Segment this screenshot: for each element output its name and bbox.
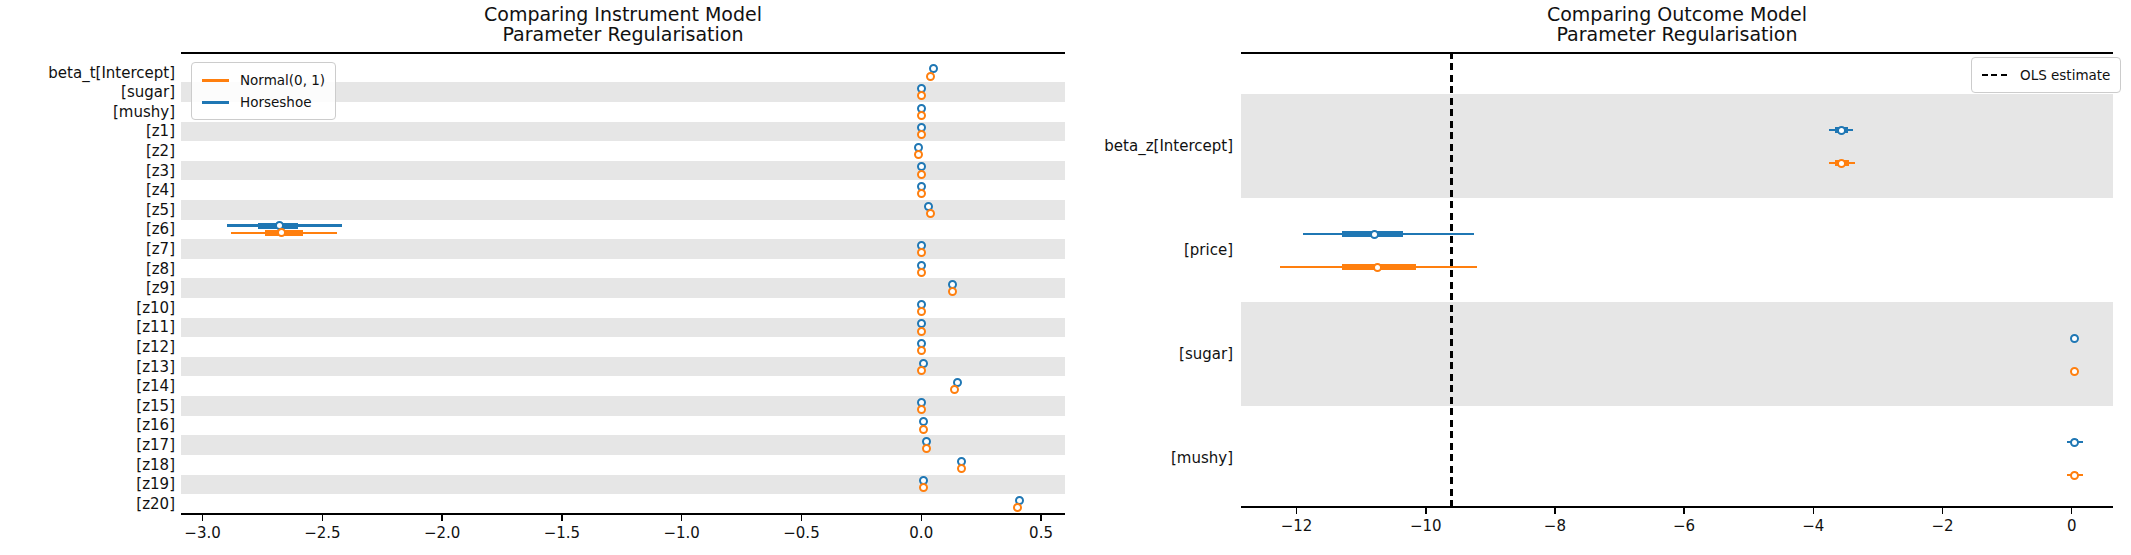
x-tick-label: −6 <box>1673 517 1695 535</box>
mean-marker <box>917 366 926 375</box>
y-tick-label: [z3] <box>0 162 175 180</box>
x-tick-label: −0.5 <box>783 524 819 542</box>
x-tick-label: −2.0 <box>424 524 460 542</box>
x-tick-mark <box>1040 515 1042 521</box>
legend-label: Normal(0, 1) <box>240 72 325 88</box>
y-tick-label: [mushy] <box>0 103 175 121</box>
x-tick-mark <box>322 515 324 521</box>
y-tick-label: [sugar] <box>0 83 175 101</box>
y-tick-label: [z14] <box>0 377 175 395</box>
horseshoe-line-swatch-icon <box>202 101 229 104</box>
legend-item-normal: Normal(0, 1) <box>202 69 325 91</box>
x-tick-mark <box>441 515 443 521</box>
outcome-panel-title: Comparing Outcome Model Parameter Regula… <box>1241 4 2113 44</box>
row-shade-band <box>1241 94 2113 198</box>
y-tick-label: beta_t[Intercept] <box>0 64 175 82</box>
y-tick-label: beta_z[Intercept] <box>0 137 1233 155</box>
x-tick-label: −12 <box>1281 517 1313 535</box>
x-tick-label: 0 <box>2067 517 2077 535</box>
instrument-legend: Normal(0, 1) Horseshoe <box>191 62 336 120</box>
y-tick-label: [z16] <box>0 416 175 434</box>
x-tick-mark <box>2071 508 2073 514</box>
row-shade-band <box>181 396 1065 416</box>
mean-marker <box>917 189 926 198</box>
title-line-1: Comparing Outcome Model <box>1241 4 2113 24</box>
row-shade-band <box>181 278 1065 298</box>
mean-marker <box>917 327 926 336</box>
x-tick-label: 0.0 <box>909 524 933 542</box>
x-tick-label: −2.5 <box>304 524 340 542</box>
ols-legend: OLS estimate <box>1971 57 2121 93</box>
mean-marker <box>2070 438 2079 447</box>
y-tick-label: [z11] <box>0 318 175 336</box>
x-axis <box>1241 506 2113 508</box>
y-tick-label: [price] <box>0 241 1233 259</box>
mean-marker <box>2070 334 2079 343</box>
mean-marker <box>1837 126 1846 135</box>
x-tick-label: −8 <box>1544 517 1566 535</box>
row-shade-band <box>181 318 1065 338</box>
mean-marker <box>1013 503 1022 512</box>
y-tick-label: [mushy] <box>0 449 1233 467</box>
mean-marker <box>917 91 926 100</box>
normal-line-swatch-icon <box>202 79 229 82</box>
x-tick-mark <box>801 515 803 521</box>
x-tick-mark <box>1296 508 1298 514</box>
x-tick-label: −1.5 <box>544 524 580 542</box>
y-tick-label: [z19] <box>0 475 175 493</box>
mean-marker <box>917 111 926 120</box>
x-tick-mark <box>1683 508 1685 514</box>
x-tick-label: −10 <box>1410 517 1442 535</box>
mean-marker <box>2070 471 2079 480</box>
y-tick-label: [z9] <box>0 279 175 297</box>
x-tick-mark <box>1813 508 1815 514</box>
top-spine <box>181 52 1065 54</box>
x-axis <box>181 513 1065 515</box>
legend-item-horseshoe: Horseshoe <box>202 91 325 113</box>
x-tick-label: −2 <box>1931 517 1953 535</box>
mean-marker <box>917 405 926 414</box>
title-line-2: Parameter Regularisation <box>1241 24 2113 44</box>
x-tick-mark <box>1942 508 1944 514</box>
x-tick-mark <box>921 515 923 521</box>
mean-marker <box>917 170 926 179</box>
mean-marker <box>1837 159 1846 168</box>
mean-marker <box>1370 230 1379 239</box>
y-tick-label: [z20] <box>0 495 175 513</box>
y-tick-label: [z5] <box>0 201 175 219</box>
x-tick-mark <box>1554 508 1556 514</box>
mean-marker <box>1373 263 1382 272</box>
mean-marker <box>917 346 926 355</box>
x-tick-label: −4 <box>1802 517 1824 535</box>
y-tick-label: [z8] <box>0 260 175 278</box>
x-tick-label: −1.0 <box>663 524 699 542</box>
forest-plot-figure: Comparing Instrument Model Parameter Reg… <box>0 0 2131 555</box>
legend-label: OLS estimate <box>2020 67 2110 83</box>
x-tick-mark <box>1425 508 1427 514</box>
mean-marker <box>919 425 928 434</box>
ols-estimate-line <box>1450 52 1452 506</box>
mean-marker <box>917 268 926 277</box>
y-tick-label: [z10] <box>0 299 175 317</box>
y-tick-label: [z15] <box>0 397 175 415</box>
mean-marker <box>917 248 926 257</box>
legend-item-ols: OLS estimate <box>1982 64 2110 86</box>
mean-marker <box>922 444 931 453</box>
row-shade-band <box>181 161 1065 181</box>
y-tick-label: [sugar] <box>0 345 1233 363</box>
ols-dashed-line-swatch-icon <box>1982 74 2009 77</box>
row-shade-band <box>1241 302 2113 406</box>
y-tick-label: [z4] <box>0 181 175 199</box>
mean-marker <box>926 72 935 81</box>
x-tick-mark <box>202 515 204 521</box>
legend-label: Horseshoe <box>240 94 311 110</box>
x-tick-label: −3.0 <box>184 524 220 542</box>
y-tick-label: [z6] <box>0 220 175 238</box>
row-shade-band <box>181 475 1065 495</box>
x-tick-mark <box>561 515 563 521</box>
top-spine <box>1241 52 2113 54</box>
x-tick-label: 0.5 <box>1029 524 1053 542</box>
mean-marker <box>917 307 926 316</box>
x-tick-mark <box>681 515 683 521</box>
